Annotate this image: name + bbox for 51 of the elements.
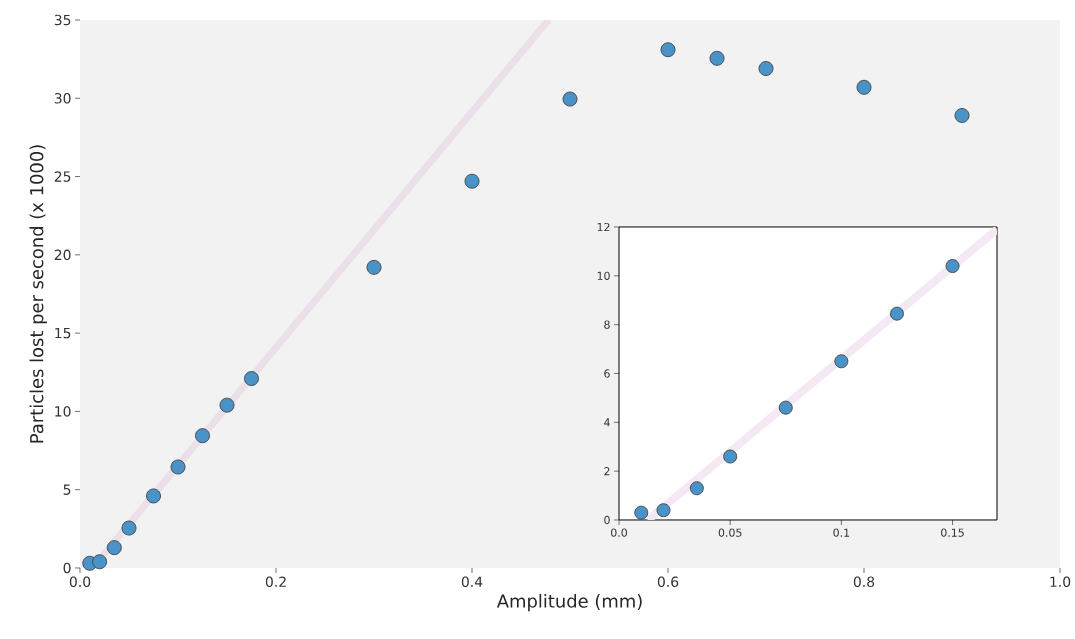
y-tick-label: 15 <box>55 327 71 339</box>
y-tick-label: 10 <box>597 271 610 280</box>
y-tick-label: 8 <box>604 320 610 329</box>
y-axis-title: Particles lost per second (x 1000) <box>29 145 47 443</box>
y-tick-label: 0 <box>604 515 610 525</box>
x-tick-label: 0.8 <box>853 576 875 588</box>
point <box>92 554 108 570</box>
point <box>562 91 578 107</box>
x-tick-label: 0.2 <box>265 576 286 588</box>
point <box>709 50 725 66</box>
x-tick-label: 0.0 <box>611 528 627 537</box>
y-tick-label: 6 <box>604 369 610 378</box>
y-tick-label: 30 <box>54 92 71 104</box>
point <box>464 173 480 189</box>
x-tick-label: 0.1 <box>833 528 850 537</box>
x-tick-label: 0.4 <box>461 576 483 588</box>
y-tick-label: 4 <box>604 418 610 427</box>
y-tick-label: 10 <box>55 406 71 417</box>
point <box>758 61 774 76</box>
point <box>366 259 382 275</box>
point <box>954 108 970 123</box>
point <box>195 428 210 444</box>
point <box>634 505 649 520</box>
point <box>890 306 904 321</box>
y-tick-label: 0 <box>63 562 71 574</box>
point <box>689 481 704 496</box>
y-tick-label: 12 <box>597 222 610 232</box>
x-tick-label: 0.6 <box>657 576 679 588</box>
x-tick-label: 0.05 <box>718 528 742 537</box>
y-tick-label: 20 <box>54 249 71 261</box>
point <box>219 397 235 413</box>
point <box>656 503 671 518</box>
point <box>660 42 676 58</box>
point <box>244 371 259 386</box>
x-tick-label: 0.15 <box>941 528 964 537</box>
point <box>834 354 849 369</box>
point <box>945 259 960 273</box>
x-tick-label: 0.0 <box>69 576 91 588</box>
x-tick-label: 1.0 <box>1050 576 1071 588</box>
y-tick-label: 35 <box>54 14 71 26</box>
y-tick-label: 2 <box>604 467 610 476</box>
y-tick-label: 25 <box>54 171 71 182</box>
x-axis-title: Amplitude (mm) <box>496 593 642 612</box>
point <box>121 520 137 536</box>
point <box>778 400 793 415</box>
point <box>170 459 186 475</box>
point <box>106 540 122 556</box>
point <box>723 449 738 464</box>
point <box>146 488 161 504</box>
y-tick-label: 5 <box>63 484 71 495</box>
point <box>856 79 872 95</box>
